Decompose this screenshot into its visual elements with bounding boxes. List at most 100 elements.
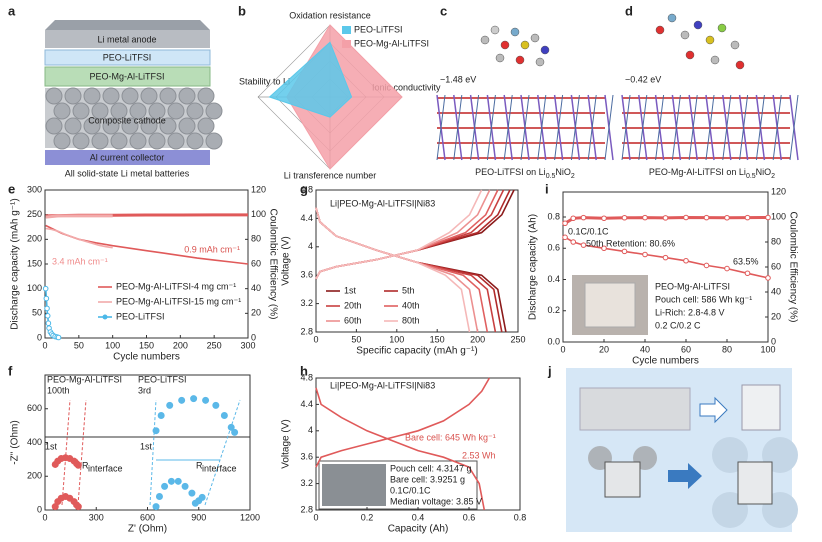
y-tick-label: 250 [27, 209, 42, 219]
atom [655, 25, 665, 35]
y-tick-label: 3.2 [300, 478, 313, 488]
caption-sub: 2 [771, 173, 775, 180]
atom [730, 40, 740, 50]
data-point [198, 493, 206, 501]
x-tick-label: 250 [510, 334, 525, 344]
particle [72, 132, 90, 150]
particle [121, 117, 139, 135]
series-line [45, 227, 113, 249]
y-tick-label: 4 [308, 425, 313, 435]
particle [91, 102, 109, 120]
atom [495, 53, 505, 63]
data-point [570, 239, 577, 245]
atom [685, 50, 695, 60]
x-tick-label: 0 [42, 340, 47, 350]
particle [197, 117, 215, 135]
x-tick-label: 100 [760, 344, 775, 354]
bond [554, 94, 564, 161]
x-tick-label: 200 [173, 340, 188, 350]
x-tick-label: 60 [681, 344, 691, 354]
chart-title: Li|PEO-Mg-Al-LiTFSI|Ni83 [330, 380, 435, 390]
x-tick-label: 150 [139, 340, 154, 350]
particle [102, 87, 120, 105]
radar-axis-label: Stability to Li [239, 76, 290, 86]
bond [537, 94, 547, 161]
particle [205, 132, 223, 150]
x-tick-label: 300 [89, 512, 104, 522]
particle [64, 117, 82, 135]
annotation: 0.2 C/0.2 C [655, 320, 701, 330]
annotation: R [196, 460, 203, 470]
y-axis-label: Discharge capacity (Ah) [528, 214, 539, 320]
x-tick-label: 50 [74, 340, 84, 350]
layer-collector [45, 150, 210, 165]
guide-line [61, 399, 71, 506]
bond [486, 94, 496, 161]
particle [121, 87, 139, 105]
layer-composite [44, 66, 211, 87]
atom [693, 20, 703, 30]
data-point [220, 412, 228, 419]
legend-label: 40th [402, 300, 420, 310]
y2-tick-label: 80 [771, 236, 781, 246]
data-point [570, 215, 577, 222]
y-tick-label: 150 [27, 258, 42, 268]
x-tick-label: 0 [313, 334, 318, 344]
x-tick-label: 600 [140, 512, 155, 522]
annotation: 50th Retention: 80.6% [586, 238, 675, 248]
layer-anode [45, 30, 210, 48]
x-tick-label: 0.6 [463, 512, 476, 522]
annotation: 2.53 Wh [462, 450, 496, 460]
x-tick-label: 250 [207, 340, 222, 350]
atom [717, 23, 727, 33]
particle [178, 87, 196, 105]
x-tick-label: 0.4 [412, 512, 425, 522]
caption-part: PEO-Mg-Al-LiTFSI on Li [649, 167, 746, 177]
x-tick-label: 0 [560, 344, 565, 354]
x-tick-label: 50 [351, 334, 361, 344]
particle [159, 117, 177, 135]
series-line [315, 189, 483, 333]
y-tick-label: 3.6 [300, 270, 313, 280]
y2-tick-label: 100 [771, 211, 786, 221]
x-axis-label: Z' (Ohm) [128, 524, 167, 535]
annotation: 63.5% [733, 256, 759, 266]
data-point [44, 313, 51, 319]
panel-label: b [238, 3, 246, 18]
particle [129, 102, 147, 120]
y2-tick-label: 80 [251, 234, 261, 244]
folded-cell [741, 384, 781, 431]
particle [64, 87, 82, 105]
data-point [55, 334, 62, 341]
y-tick-label: 50 [32, 308, 42, 318]
panel-label: f [8, 363, 13, 378]
annotation: 0.9 mAh cm⁻¹ [184, 244, 240, 254]
data-point [44, 305, 50, 312]
particle [186, 102, 204, 120]
atom [735, 60, 745, 70]
arrow [699, 396, 728, 424]
data-point [765, 275, 771, 281]
data-point [562, 234, 568, 241]
legend-swatch [342, 40, 351, 48]
data-point [601, 215, 607, 222]
y2-tick-label: 120 [771, 186, 786, 196]
data-point [161, 482, 169, 490]
inset-photo [322, 464, 386, 506]
x-tick-label: 80 [722, 344, 732, 354]
energy-label: −1.48 eV [440, 74, 476, 84]
x-tick-label: 100 [389, 334, 404, 344]
annotation: interface [88, 463, 123, 473]
x-tick-label: 1200 [240, 512, 260, 522]
drone-body [737, 461, 773, 505]
caption-sub: 2 [571, 173, 575, 180]
particle [159, 87, 177, 105]
y2-tick-label: 0 [771, 336, 776, 346]
bond [705, 94, 715, 161]
y-tick-label: 0.4 [547, 274, 560, 284]
bond [470, 94, 480, 161]
atom [510, 27, 520, 37]
annotation: 0.1C/0.1C [568, 226, 609, 236]
panel-label: i [545, 181, 549, 196]
atom [520, 40, 530, 50]
